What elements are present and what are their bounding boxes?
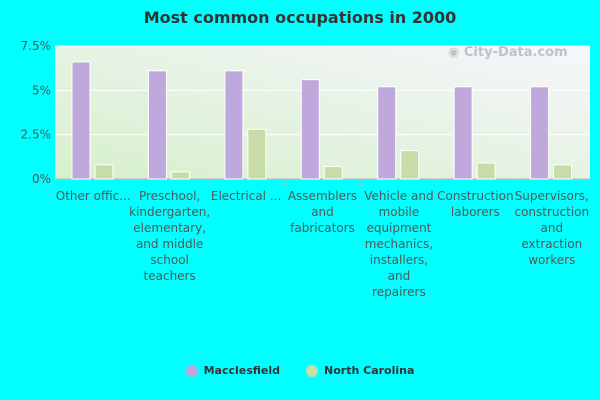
legend-label-macclesfield: Macclesfield: [203, 364, 281, 377]
bar-macclesfield: [300, 79, 320, 180]
bar-macclesfield: [377, 86, 397, 180]
bar-north-carolina: [476, 162, 496, 180]
bar-north-carolina: [170, 171, 190, 180]
globe-icon: ◉: [448, 45, 460, 60]
bar-macclesfield: [224, 70, 244, 180]
y-tick-label: 7.5%: [21, 39, 52, 53]
bar-north-carolina: [400, 150, 420, 180]
legend-swatch-north-carolina: [306, 364, 319, 377]
x-category-label: Preschool, kindergarten, elementary, and mi…: [129, 189, 210, 283]
x-category-label: Vehicle and mobile equipment mechanics, inst…: [364, 189, 433, 299]
y-tick-label: 5%: [32, 83, 51, 97]
bar-north-carolina: [553, 164, 573, 180]
legend: Macclesfield North Carolina: [0, 364, 600, 377]
x-category-label: Assemblers and fabricators: [288, 189, 357, 235]
watermark-text: City-Data.com: [463, 45, 568, 60]
bar-macclesfield: [530, 86, 550, 180]
plot-area: [55, 46, 590, 179]
x-category-label: Other offic...: [56, 189, 131, 203]
legend-item-north-carolina: North Carolina: [306, 364, 414, 377]
legend-swatch-macclesfield: [185, 364, 198, 377]
chart-title: Most common occupations in 2000: [143, 8, 457, 27]
watermark: ◉ City-Data.com: [448, 45, 568, 60]
bar-macclesfield: [147, 70, 167, 180]
y-tick-label: 0%: [32, 172, 51, 186]
bar-north-carolina: [247, 128, 267, 180]
legend-label-north-carolina: North Carolina: [324, 364, 415, 377]
bar-macclesfield: [71, 61, 91, 180]
bar-macclesfield: [453, 86, 473, 180]
bar-north-carolina: [94, 164, 114, 180]
x-category-label: Supervisors, construction and extraction wor…: [514, 189, 589, 267]
legend-item-macclesfield: Macclesfield: [185, 364, 281, 377]
x-category-label: Construction laborers: [437, 189, 513, 219]
x-category-label: Electrical ...: [211, 189, 281, 203]
y-tick-label: 2.5%: [21, 128, 52, 142]
bar-north-carolina: [323, 166, 343, 180]
